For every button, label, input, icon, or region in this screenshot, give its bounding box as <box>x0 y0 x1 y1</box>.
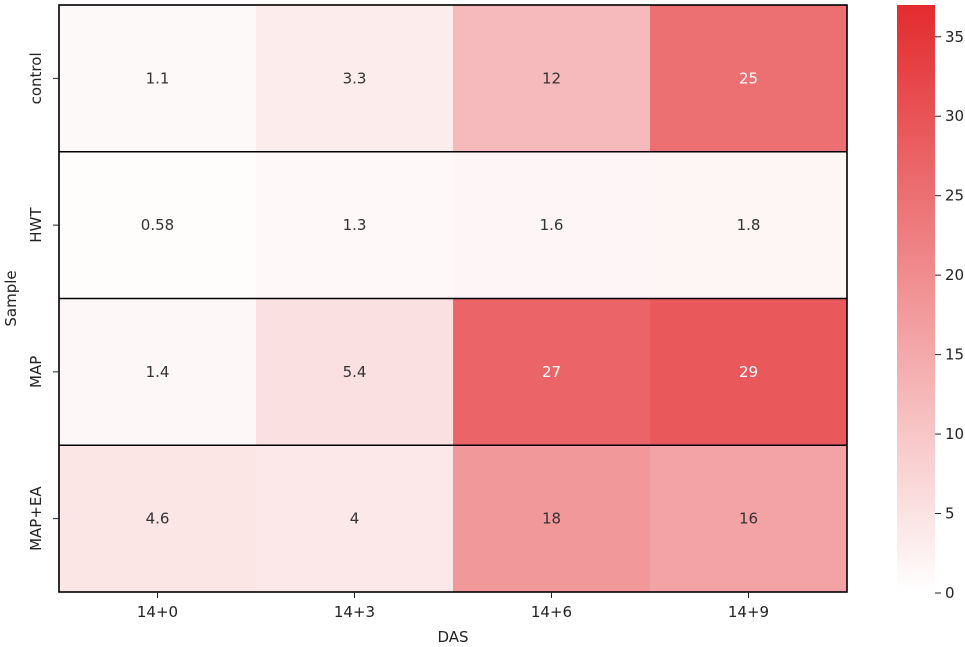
heatmap-cell-label: 18 <box>542 510 561 528</box>
heatmap-cell <box>650 151 848 299</box>
y-tick-label: HWT <box>27 207 45 243</box>
heatmap-cell-label: 16 <box>739 510 758 528</box>
heatmap-cell <box>256 298 454 446</box>
heatmap-cell-label: 12 <box>542 69 561 87</box>
heatmap-cell-label: 3.3 <box>343 69 367 87</box>
heatmap-cell-label: 1.3 <box>343 216 367 234</box>
heatmap-cells <box>59 5 848 593</box>
heatmap-cell <box>453 298 651 446</box>
heatmap-cell <box>59 298 257 446</box>
colorbar-tick-label: 15 <box>945 346 964 364</box>
colorbar-tick-label: 30 <box>945 107 964 125</box>
heatmap-cell <box>59 151 257 299</box>
heatmap-cell-label: 0.58 <box>141 216 174 234</box>
heatmap-cell-label: 5.4 <box>343 363 367 381</box>
heatmap-cell-labels: 1.1 3.3 12 25 0.58 1.3 1.6 1.8 1.4 5.4 27 29 4.6 4 18 1… <box>141 69 761 527</box>
heatmap-cell <box>650 298 848 446</box>
colorbar-tick-label: 25 <box>945 187 964 205</box>
y-tick-label: MAP <box>27 356 45 388</box>
y-tick-label: MAP+EA <box>27 486 45 551</box>
colorbar-tick-label: 20 <box>945 266 964 284</box>
colorbar-tick-label: 0 <box>945 584 955 602</box>
y-tick-label: control <box>27 52 45 104</box>
colorbar-tick-label: 10 <box>945 425 964 443</box>
heatmap-cell <box>650 445 848 593</box>
heatmap-cell-label: 29 <box>739 363 758 381</box>
heatmap-cell <box>256 151 454 299</box>
colorbar-tick-label: 35 <box>945 28 964 46</box>
plot-frame <box>58 4 848 593</box>
heatmap-cell <box>453 151 651 299</box>
heatmap-cell <box>650 5 848 153</box>
heatmap-cell-label: 27 <box>542 363 561 381</box>
x-axis-ticks: 14+0 14+3 14+6 14+9 <box>137 592 769 621</box>
heatmap-cell <box>256 5 454 153</box>
heatmap-cell <box>256 445 454 593</box>
heatmap-cell-label: 25 <box>739 69 758 87</box>
heatmap-cell <box>59 5 257 153</box>
heatmap-cell <box>59 445 257 593</box>
x-axis-title: DAS <box>437 628 468 646</box>
heatmap-cell-label: 4.6 <box>146 510 170 528</box>
heatmap-cell-label: 1.4 <box>146 363 170 381</box>
colorbar-ticks: 0 5 10 15 20 25 30 35 <box>935 28 964 602</box>
heatmap-cell <box>453 5 651 153</box>
heatmap-cell <box>453 445 651 593</box>
colorbar-tick-label: 5 <box>945 505 955 523</box>
x-tick-label: 14+6 <box>531 603 572 621</box>
x-tick-label: 14+3 <box>334 603 375 621</box>
y-axis-title: Sample <box>2 270 20 326</box>
heatmap-cell-label: 4 <box>350 510 360 528</box>
y-axis-ticks: control HWT MAP MAP+EA <box>27 52 59 551</box>
colorbar <box>897 5 935 593</box>
x-tick-label: 14+9 <box>728 603 769 621</box>
heatmap-cell-label: 1.8 <box>737 216 761 234</box>
row-separators <box>59 150 847 447</box>
x-tick-label: 14+0 <box>137 603 178 621</box>
heatmap-cell-label: 1.6 <box>540 216 564 234</box>
heatmap-cell-label: 1.1 <box>146 69 170 87</box>
